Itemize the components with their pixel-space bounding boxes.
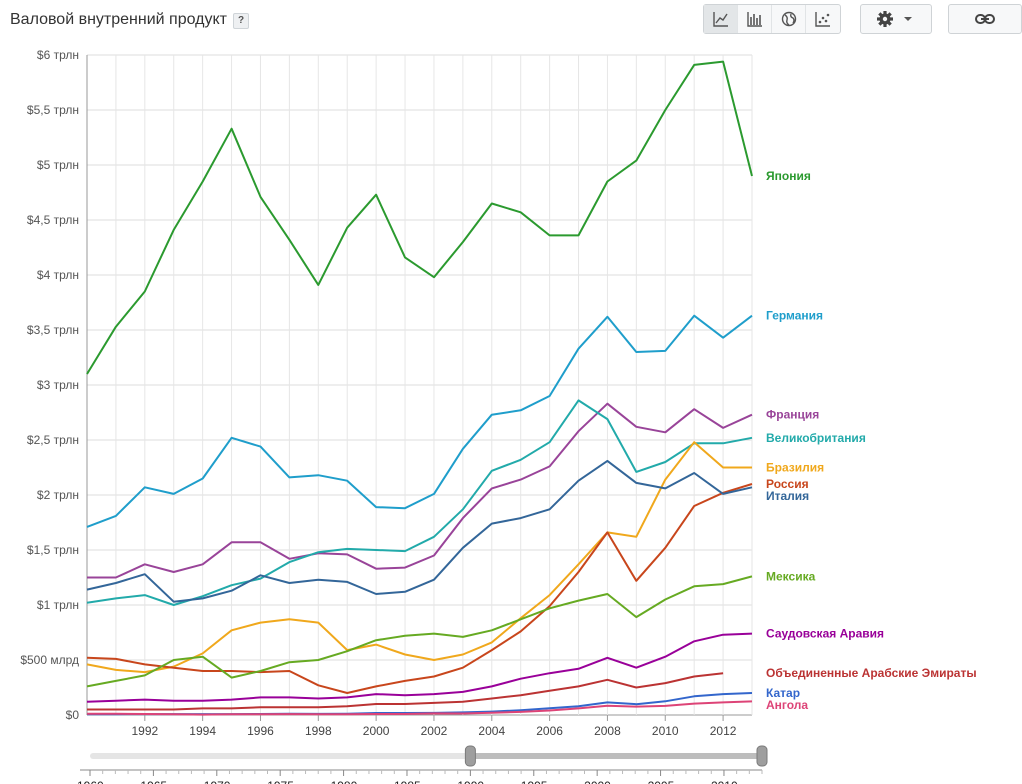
page-title-text: Валовой внутренний продукт xyxy=(10,11,227,28)
timeline-tick-label: 1995 xyxy=(521,779,548,784)
series-labels: Япония Германия Франция Великобритания Брази… xyxy=(766,169,977,712)
series-line-Франция[interactable] xyxy=(87,402,753,579)
y-axis: $0 $500 млрд $1 трлн $1,5 трлн $2 трлн $2,5 т… xyxy=(20,48,88,722)
x-tick-label: 2004 xyxy=(478,724,505,738)
timeline-tick-label: 1970 xyxy=(204,779,231,784)
y-tick-label: $500 млрд xyxy=(20,653,79,667)
timeline-tick-label: 1960 xyxy=(77,779,104,784)
scatter-chart-button[interactable] xyxy=(806,5,840,33)
bar-chart-button[interactable] xyxy=(738,5,772,33)
series-label[interactable]: Ангола xyxy=(766,698,808,712)
y-tick-label: $2 трлн xyxy=(37,488,79,502)
x-axis: 1992 1994 1996 1998 2000 2002 2004 2006 2008 2010… xyxy=(131,715,737,738)
link-toolbar xyxy=(948,4,1022,34)
y-tick-label: $0 xyxy=(66,708,80,722)
y-tick-label: $3,5 трлн xyxy=(27,323,79,337)
y-tick-label: $3 трлн xyxy=(37,378,79,392)
settings-button[interactable] xyxy=(861,5,931,33)
settings-toolbar xyxy=(860,4,932,34)
timeline-tick-label: 1980 xyxy=(331,779,358,784)
chart-type-toolbar xyxy=(703,4,841,34)
help-button[interactable]: ? xyxy=(233,13,249,29)
timeline-start-handle[interactable] xyxy=(464,745,476,767)
timeline: 1960 1965 1970 1975 1980 1985 1990 1995 2000 2005… xyxy=(77,745,768,784)
series-label[interactable]: Япония xyxy=(766,169,811,183)
line-chart-button[interactable] xyxy=(704,5,738,33)
timeline-selected-range[interactable] xyxy=(470,753,762,759)
series-line-Ангола[interactable] xyxy=(87,700,753,716)
x-tick-label: 1996 xyxy=(247,724,274,738)
grid xyxy=(86,54,753,716)
gdp-line-chart: $0 $500 млрд $1 трлн $1,5 трлн $2 трлн $2,5 т… xyxy=(20,48,977,784)
y-tick-label: $5,5 трлн xyxy=(27,103,79,117)
series-label[interactable]: Катар xyxy=(766,686,800,700)
series-label[interactable]: Мексика xyxy=(766,569,816,583)
series-label[interactable]: Объединенные Арабские Эмираты xyxy=(766,666,977,680)
x-tick-label: 2006 xyxy=(536,724,563,738)
globe-icon xyxy=(781,11,796,27)
series-line-Италия[interactable] xyxy=(86,459,753,603)
timeline-tick-label: 1990 xyxy=(457,779,484,784)
series-label[interactable]: Великобритания xyxy=(766,431,866,445)
series-line-Объединенные Арабские Эмираты[interactable] xyxy=(87,672,724,711)
x-tick-label: 1994 xyxy=(189,724,216,738)
x-tick-label: 1992 xyxy=(131,724,158,738)
timeline-tick-label: 2005 xyxy=(648,779,675,784)
series-line-Россия[interactable] xyxy=(86,483,753,694)
link-icon xyxy=(975,14,995,24)
series-line-Великобритания[interactable] xyxy=(86,399,753,606)
series-label[interactable]: Россия xyxy=(766,477,809,491)
timeline-tick-label: 2000 xyxy=(584,779,611,784)
gear-icon xyxy=(877,11,912,27)
y-tick-label: $1,5 трлн xyxy=(27,543,79,557)
x-tick-label: 2008 xyxy=(594,724,621,738)
x-tick-label: 2000 xyxy=(363,724,390,738)
y-tick-label: $2,5 трлн xyxy=(27,433,79,447)
bar-chart-icon xyxy=(746,12,762,27)
timeline-tick-label: 2010 xyxy=(711,779,738,784)
series-line-Германия[interactable] xyxy=(86,314,753,528)
series-label[interactable]: Бразилия xyxy=(766,461,824,475)
timeline-end-handle[interactable] xyxy=(756,745,768,767)
series-label[interactable]: Франция xyxy=(766,408,819,422)
x-tick-label: 1998 xyxy=(305,724,332,738)
series-label[interactable]: Италия xyxy=(766,489,809,503)
series-line-Саудовская Аравия[interactable] xyxy=(86,632,753,703)
x-tick-label: 2010 xyxy=(652,724,679,738)
scatter-icon xyxy=(815,12,830,27)
series-label[interactable]: Германия xyxy=(766,309,823,323)
series-line-Бразилия[interactable] xyxy=(86,441,752,674)
page-title: Валовой внутренний продукт? xyxy=(10,11,249,29)
series-line-Япония[interactable] xyxy=(86,60,753,375)
line-chart-icon xyxy=(712,12,728,27)
chevron-down-icon xyxy=(904,17,912,21)
y-tick-label: $1 трлн xyxy=(37,598,79,612)
y-tick-label: $5 трлн xyxy=(37,158,79,172)
timeline-tick-label: 1985 xyxy=(394,779,421,784)
link-button[interactable] xyxy=(949,5,1021,33)
series-label[interactable]: Саудовская Аравия xyxy=(766,627,884,641)
map-chart-button[interactable] xyxy=(772,5,806,33)
x-tick-label: 2012 xyxy=(710,724,737,738)
timeline-tick-label: 1965 xyxy=(140,779,167,784)
series-line-Мексика[interactable] xyxy=(86,575,753,688)
y-tick-label: $4,5 трлн xyxy=(27,213,79,227)
timeline-tick-label: 1975 xyxy=(267,779,294,784)
y-tick-label: $4 трлн xyxy=(37,268,79,282)
y-tick-label: $6 трлн xyxy=(37,48,79,62)
x-tick-label: 2002 xyxy=(421,724,448,738)
series-lines xyxy=(86,60,753,716)
